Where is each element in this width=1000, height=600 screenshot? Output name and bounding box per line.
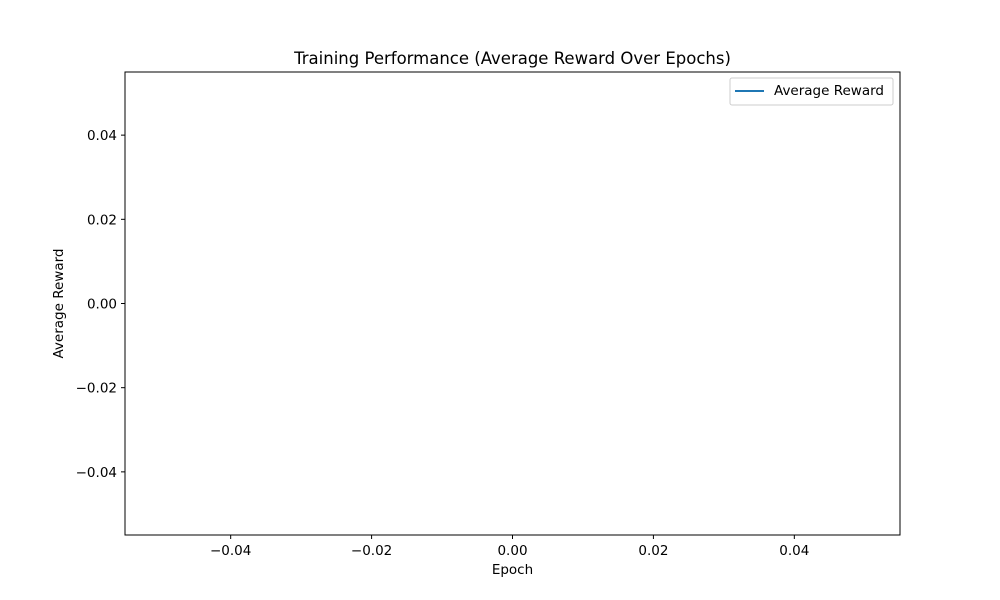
x-axis-label: Epoch	[492, 562, 533, 578]
x-tick-label: −0.02	[351, 543, 392, 559]
x-tick-label: −0.04	[210, 543, 251, 559]
legend: Average Reward	[729, 77, 894, 106]
x-tick-label: 0.02	[638, 543, 668, 559]
x-tick-label: 0.04	[779, 543, 809, 559]
chart-title: Training Performance (Average Reward Ove…	[293, 49, 731, 68]
legend-label-average-reward: Average Reward	[774, 83, 884, 99]
x-tick-label: 0.00	[497, 543, 527, 559]
y-axis-label: Average Reward	[51, 248, 67, 358]
y-tick-label: 0.02	[87, 212, 117, 228]
y-tick-label: 0.00	[87, 297, 117, 313]
plot-frame	[124, 71, 901, 536]
y-axis-ticks: −0.04 −0.02 0.00 0.02 0.04	[76, 128, 125, 481]
y-tick-label: −0.04	[76, 465, 117, 481]
y-tick-label: 0.04	[87, 128, 117, 144]
x-axis-ticks: −0.04 −0.02 0.00 0.02 0.04	[210, 535, 809, 559]
y-tick-label: −0.02	[76, 381, 117, 397]
legend-box	[729, 77, 894, 106]
